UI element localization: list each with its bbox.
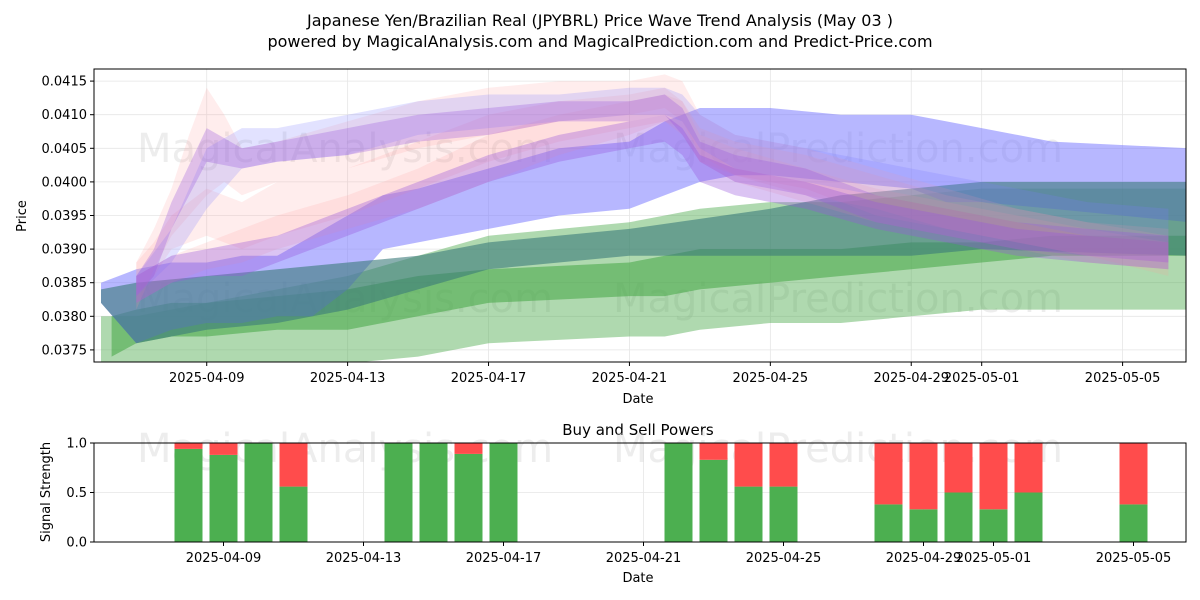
sell-bar <box>734 443 763 487</box>
buy-bar <box>244 443 273 542</box>
price-x-tick-label: 2025-04-13 <box>310 371 386 386</box>
price-y-tick-label: 0.0375 <box>42 343 88 358</box>
price-band-blue-7 <box>136 87 1169 297</box>
watermark-magicalanalysis-top: MagicalAnalysis.com <box>137 126 553 172</box>
sell-bar <box>279 443 308 487</box>
price-x-tick-label: 2025-04-09 <box>169 371 245 386</box>
buy-bar <box>209 454 238 542</box>
sell-bar <box>454 443 483 454</box>
buy-sell-x-tick-label: 2025-05-05 <box>1096 551 1172 566</box>
price-y-tick-label: 0.0405 <box>42 142 88 157</box>
price-y-axis-label: Price <box>15 200 30 232</box>
price-x-tick-label: 2025-04-25 <box>733 371 809 386</box>
price-x-tick-label: 2025-04-17 <box>451 371 527 386</box>
price-band-blue-2 <box>101 108 1186 344</box>
price-wave-chart: MagicalAnalysis.com MagicalPrediction.co… <box>15 68 1187 407</box>
buy-sell-y-tick-label: 0.5 <box>66 486 87 501</box>
buy-bar <box>699 459 728 542</box>
buy-sell-x-tick-label: 2025-04-09 <box>186 551 262 566</box>
sell-bar <box>874 443 903 505</box>
price-x-tick-label: 2025-05-05 <box>1085 371 1161 386</box>
price-y-tick-label: 0.0380 <box>42 310 88 325</box>
price-x-tick-label: 2025-04-29 <box>873 371 949 386</box>
sell-bar <box>699 443 728 460</box>
buy-bar <box>454 453 483 542</box>
buy-bar <box>769 486 798 542</box>
price-band-teal-3 <box>101 181 1186 344</box>
buy-bar <box>909 509 938 542</box>
buy-bar <box>944 492 973 542</box>
price-y-tick-label: 0.0410 <box>42 108 88 123</box>
buy-sell-x-tick-label: 2025-04-29 <box>886 551 962 566</box>
buy-bar <box>384 443 413 542</box>
price-y-tick-label: 0.0400 <box>42 175 88 190</box>
price-y-tick-label: 0.0390 <box>42 243 88 258</box>
buy-sell-y-ticks: 0.0 0.5 1.0 <box>66 437 94 551</box>
chart-title-line1: Japanese Yen/Brazilian Real (JPYBRL) Pri… <box>306 11 893 30</box>
sell-bar <box>174 443 203 449</box>
buy-bar <box>979 509 1008 542</box>
sell-bar <box>1119 443 1148 505</box>
buy-bar <box>664 443 693 542</box>
sell-bar <box>979 443 1008 510</box>
buy-sell-y-tick-label: 1.0 <box>66 437 87 452</box>
price-y-tick-label: 0.0415 <box>42 75 88 90</box>
price-band-red-4 <box>136 74 1169 310</box>
sell-bar <box>909 443 938 510</box>
buy-sell-chart: Buy and Sell Powers MagicalAnalysis.com … <box>39 421 1187 586</box>
buy-sell-x-tick-label: 2025-04-17 <box>466 551 542 566</box>
buy-bar <box>874 504 903 542</box>
sell-bar <box>209 443 238 455</box>
buy-sell-y-tick-label: 0.0 <box>66 536 87 551</box>
buy-sell-x-tick-label: 2025-04-21 <box>606 551 682 566</box>
buy-bar <box>1119 504 1148 542</box>
buy-sell-x-ticks: 2025-04-09 2025-04-13 2025-04-17 2025-04-21… <box>186 542 1172 566</box>
price-y-ticks: 0.0375 0.0380 0.0385 0.0390 0.0395 0.0400 0.04… <box>42 75 94 358</box>
price-x-tick-label: 2025-05-01 <box>944 371 1020 386</box>
price-band-red-6 <box>136 94 1169 303</box>
price-bands <box>101 74 1186 362</box>
price-band-green-1 <box>111 235 1186 357</box>
price-x-tick-label: 2025-04-21 <box>592 371 668 386</box>
buy-sell-x-tick-label: 2025-04-13 <box>326 551 402 566</box>
buy-sell-y-axis-label: Signal Strength <box>39 442 54 542</box>
sell-bar <box>1014 443 1043 493</box>
price-y-tick-label: 0.0395 <box>42 209 88 224</box>
buy-bar <box>419 443 448 542</box>
sell-bar <box>769 443 798 487</box>
sell-bar <box>944 443 973 493</box>
buy-sell-bars <box>174 443 1148 542</box>
price-x-ticks: 2025-04-09 2025-04-13 2025-04-17 2025-04-21… <box>169 362 1160 386</box>
buy-bar <box>279 486 308 542</box>
buy-bar <box>489 443 518 542</box>
chart-title-line2: powered by MagicalAnalysis.com and Magic… <box>267 32 932 51</box>
buy-sell-title: Buy and Sell Powers <box>562 421 714 439</box>
price-x-axis-label: Date <box>622 392 653 407</box>
buy-bar <box>174 448 203 542</box>
buy-sell-x-tick-label: 2025-05-01 <box>956 551 1032 566</box>
price-band-purple-8 <box>136 94 1169 297</box>
buy-sell-x-tick-label: 2025-04-25 <box>746 551 822 566</box>
buy-sell-x-axis-label: Date <box>622 571 653 586</box>
buy-bar <box>734 486 763 542</box>
price-band-red-5 <box>136 87 1169 297</box>
price-y-tick-label: 0.0385 <box>42 276 88 291</box>
watermark-magicalanalysis-bottom: MagicalAnalysis.com <box>137 426 553 472</box>
buy-bar <box>1014 492 1043 542</box>
